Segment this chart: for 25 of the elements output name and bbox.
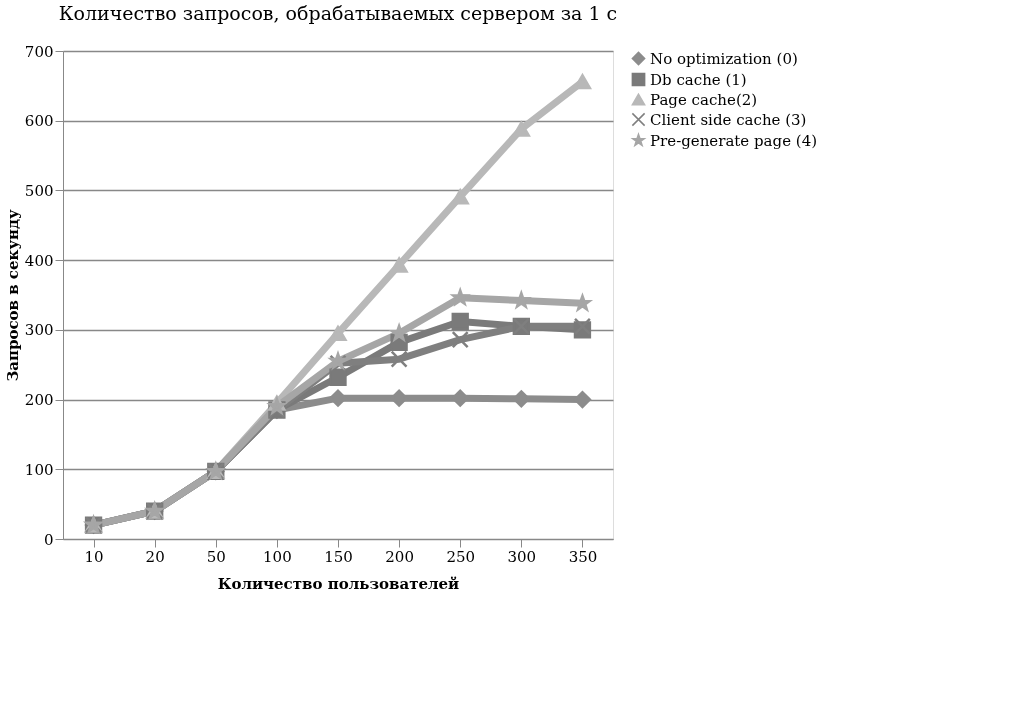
x-tick-label: 50: [206, 547, 226, 566]
y-tick-label: 200: [24, 391, 54, 410]
y-axis-title: Запросов в секунду: [3, 209, 22, 382]
y-tick-label: 100: [24, 460, 54, 479]
y-tick-label: 700: [24, 42, 54, 61]
y-tick-label: 300: [24, 321, 54, 340]
y-tick-label: 0: [43, 530, 54, 549]
legend-label: Client side cache (3): [650, 110, 807, 129]
y-tick-label: 400: [24, 251, 54, 270]
x-tick-label: 100: [263, 547, 292, 566]
y-tick-label: 600: [24, 112, 54, 131]
legend-label: No optimization (0): [650, 49, 798, 68]
y-tick-label: 500: [24, 181, 54, 200]
x-tick-label: 350: [568, 547, 598, 566]
chart-title: Количество запросов, обрабатываемых сервером за 1 с: [58, 2, 618, 24]
x-tick-label: 20: [145, 547, 165, 566]
x-tick-label: 10: [84, 547, 104, 566]
x-tick-label: 250: [446, 547, 476, 566]
x-axis-title: Количество пользователей: [217, 574, 460, 593]
x-tick-label: 200: [385, 547, 414, 566]
legend-label: Pre-generate page (4): [650, 131, 818, 150]
legend-label: Page cache(2): [650, 90, 758, 109]
legend-label: Db cache (1): [650, 70, 747, 89]
x-tick-label: 300: [507, 547, 537, 566]
x-tick-label: 150: [324, 547, 353, 566]
